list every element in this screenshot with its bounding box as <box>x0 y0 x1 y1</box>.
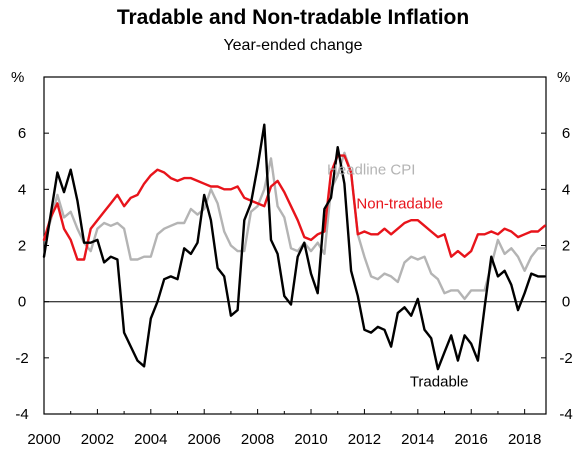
x-tick-label: 2010 <box>294 431 327 448</box>
y-tick-label-right: 6 <box>562 125 570 142</box>
series-line-non-tradable <box>42 154 546 261</box>
y-tick-label-left: -2 <box>15 350 28 367</box>
series-line-tradable <box>42 123 546 371</box>
x-tick-label: 2006 <box>188 431 221 448</box>
plot-frame <box>43 76 547 415</box>
y-tick-label-right: 2 <box>562 238 570 255</box>
y-tick-label-right: -4 <box>559 406 572 423</box>
y-tick-label-left: -4 <box>15 406 28 423</box>
series-label-tradable: Tradable <box>410 374 469 391</box>
chart-title: Tradable and Non-tradable Inflation <box>117 6 469 29</box>
x-tick-label: 2016 <box>455 431 488 448</box>
y-tick-label-right: 0 <box>562 294 570 311</box>
y-unit-left: % <box>11 69 24 86</box>
x-tick-label: 2012 <box>348 431 381 448</box>
y-tick-label-right: 4 <box>562 181 570 198</box>
y-tick-label-left: 2 <box>18 238 26 255</box>
x-tick-label: 2008 <box>241 431 274 448</box>
x-tick-label: 2002 <box>81 431 114 448</box>
y-tick-label-left: 6 <box>18 125 26 142</box>
y-tick-label-right: -2 <box>559 350 572 367</box>
series-line-headline-cpi <box>42 151 546 301</box>
x-tick-label: 2000 <box>27 431 60 448</box>
y-tick-label-left: 4 <box>18 181 26 198</box>
chart-subtitle: Year-ended change <box>223 37 362 54</box>
x-tick-label: 2018 <box>508 431 541 448</box>
x-tick-label: 2014 <box>401 431 434 448</box>
y-tick-label-left: 0 <box>18 294 26 311</box>
series-label-non-tradable: Non-tradable <box>356 195 443 212</box>
x-tick-label: 2004 <box>134 431 167 448</box>
series-label-headline-cpi: Headline CPI <box>327 162 415 179</box>
y-unit-right: % <box>557 69 570 86</box>
